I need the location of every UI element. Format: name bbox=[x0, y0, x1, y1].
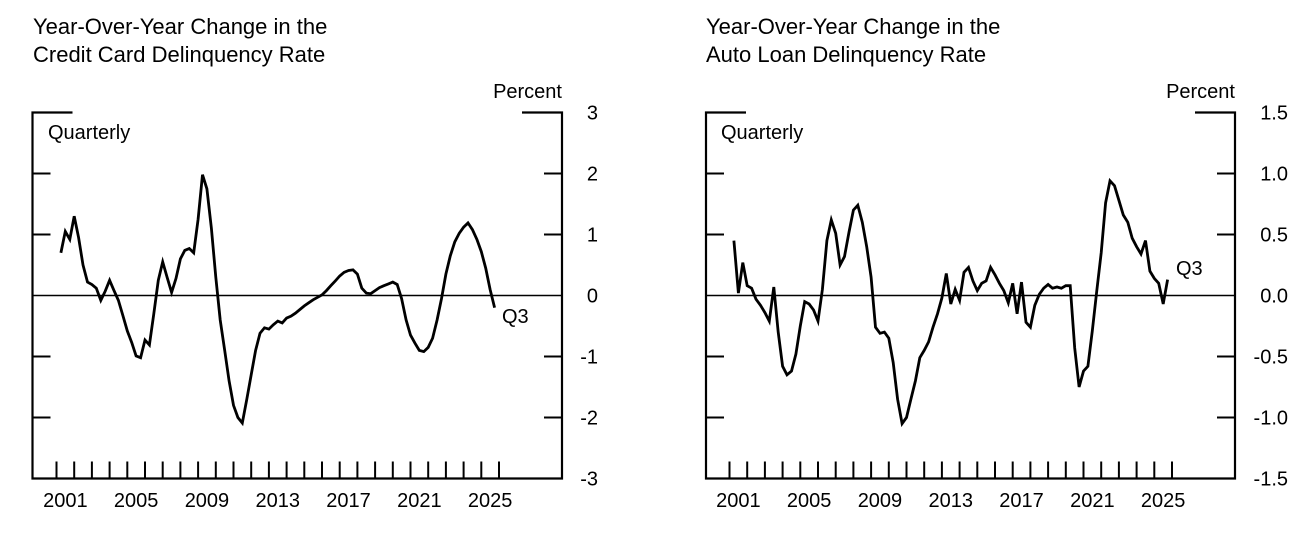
data-line bbox=[59, 174, 496, 427]
x-tick-label: 2021 bbox=[397, 490, 442, 512]
x-tick-label: 2001 bbox=[716, 490, 761, 512]
y-tick-label: -0.5 bbox=[1254, 347, 1288, 369]
x-tick-label: 2001 bbox=[43, 490, 88, 512]
q3-endpoint-label-left-chart: Q3 bbox=[502, 306, 529, 328]
y-tick-label: 0.5 bbox=[1260, 225, 1288, 247]
x-tick-label: 2025 bbox=[1141, 490, 1186, 512]
x-tick-label: 2025 bbox=[468, 490, 513, 512]
data-line bbox=[732, 177, 1169, 428]
x-tick-label: 2005 bbox=[114, 490, 159, 512]
y-tick-label: 1.5 bbox=[1260, 103, 1288, 125]
y-tick-label: -3 bbox=[580, 469, 598, 491]
chart-frame bbox=[31, 111, 564, 480]
x-tick-label: 2013 bbox=[929, 490, 974, 512]
x-tick-label: 2017 bbox=[999, 490, 1044, 512]
x-tick-label: 2009 bbox=[858, 490, 903, 512]
chart-frame bbox=[704, 111, 1237, 480]
y-tick-label: 0 bbox=[587, 286, 598, 308]
q3-endpoint-label-right-chart: Q3 bbox=[1176, 258, 1203, 280]
y-tick-label: 3 bbox=[587, 103, 598, 125]
x-tick-label: 2013 bbox=[256, 490, 301, 512]
x-tick-label: 2009 bbox=[185, 490, 230, 512]
quarterly-label-right-chart: Quarterly bbox=[721, 122, 804, 144]
percent-axis-label-right-chart: Percent bbox=[1166, 81, 1235, 103]
title-line-1: Year-Over-Year Change in the bbox=[33, 14, 328, 39]
chart-title-auto-loan: Year-Over-Year Change in the Auto Loan D… bbox=[706, 13, 1000, 69]
y-tick-label: -2 bbox=[580, 408, 598, 430]
y-tick-label: -1.0 bbox=[1254, 408, 1288, 430]
x-tick-label: 2017 bbox=[326, 490, 371, 512]
quarterly-label-left-chart: Quarterly bbox=[48, 122, 131, 144]
title-line-1: Year-Over-Year Change in the bbox=[706, 14, 1001, 39]
y-tick-label: 1 bbox=[587, 225, 598, 247]
title-line-2: Auto Loan Delinquency Rate bbox=[706, 42, 987, 67]
percent-axis-label-left-chart: Percent bbox=[493, 81, 562, 103]
title-line-2: Credit Card Delinquency Rate bbox=[33, 42, 326, 67]
y-tick-label: 1.0 bbox=[1260, 164, 1288, 186]
x-tick-label: 2021 bbox=[1070, 490, 1115, 512]
y-tick-label: 0.0 bbox=[1260, 286, 1288, 308]
y-tick-label: 2 bbox=[587, 164, 598, 186]
y-tick-label: -1 bbox=[580, 347, 598, 369]
chart-title-credit-card: Year-Over-Year Change in the Credit Card… bbox=[33, 13, 327, 69]
y-tick-label: -1.5 bbox=[1254, 469, 1288, 491]
x-tick-label: 2005 bbox=[787, 490, 832, 512]
